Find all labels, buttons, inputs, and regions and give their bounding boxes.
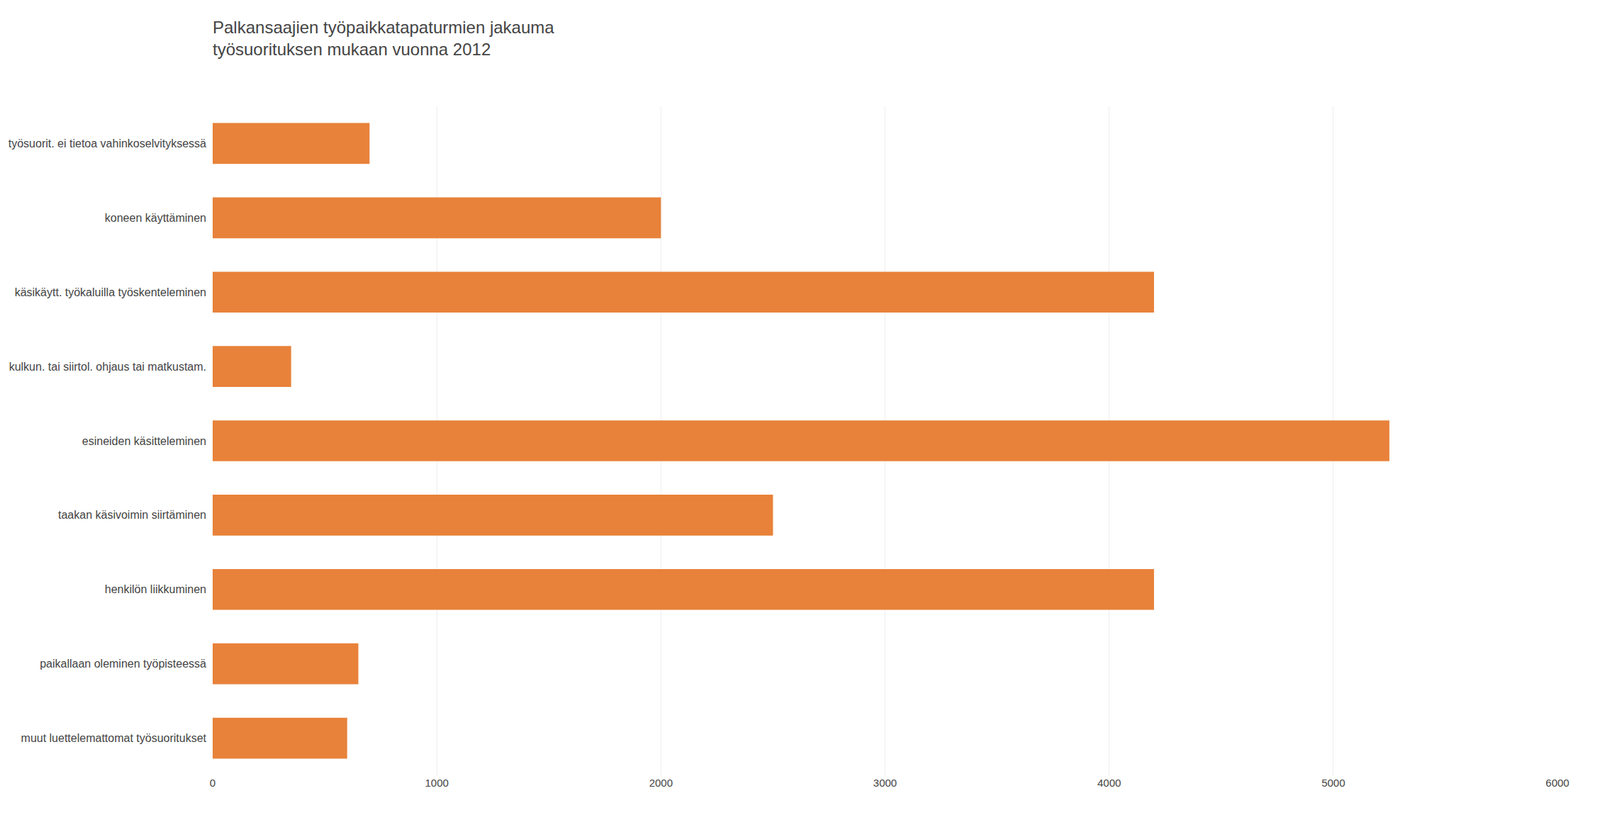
svg-text:0: 0: [209, 776, 216, 790]
svg-text:kulkun. tai siirtol. ohjaus ta: kulkun. tai siirtol. ohjaus tai matkusta…: [9, 360, 207, 373]
svg-text:5000: 5000: [1321, 776, 1345, 790]
svg-text:työsuorit. ei tietoa vahinkose: työsuorit. ei tietoa vahinkoselvityksess…: [8, 137, 207, 150]
svg-text:koneen käyttäminen: koneen käyttäminen: [104, 211, 207, 225]
svg-text:1000: 1000: [424, 776, 449, 790]
svg-text:muut luettelemattomat työsuori: muut luettelemattomat työsuoritukset: [21, 732, 208, 745]
svg-text:käsikäytt. työkaluilla työsken: käsikäytt. työkaluilla työskenteleminen: [14, 286, 207, 299]
svg-text:3000: 3000: [873, 776, 897, 790]
svg-text:paikallaan oleminen työpistees: paikallaan oleminen työpisteessä: [39, 657, 207, 670]
svg-text:henkilön liikkuminen: henkilön liikkuminen: [104, 583, 207, 596]
svg-text:Palkansaajien työpaikkatapatur: Palkansaajien työpaikkatapaturmien jakau…: [212, 17, 555, 59]
svg-text:taakan käsivoimin siirtäminen: taakan käsivoimin siirtäminen: [58, 508, 207, 522]
svg-text:4000: 4000: [1097, 776, 1121, 790]
svg-text:6000: 6000: [1545, 776, 1569, 790]
svg-text:esineiden käsitteleminen: esineiden käsitteleminen: [82, 435, 207, 448]
svg-text:2000: 2000: [649, 776, 673, 790]
